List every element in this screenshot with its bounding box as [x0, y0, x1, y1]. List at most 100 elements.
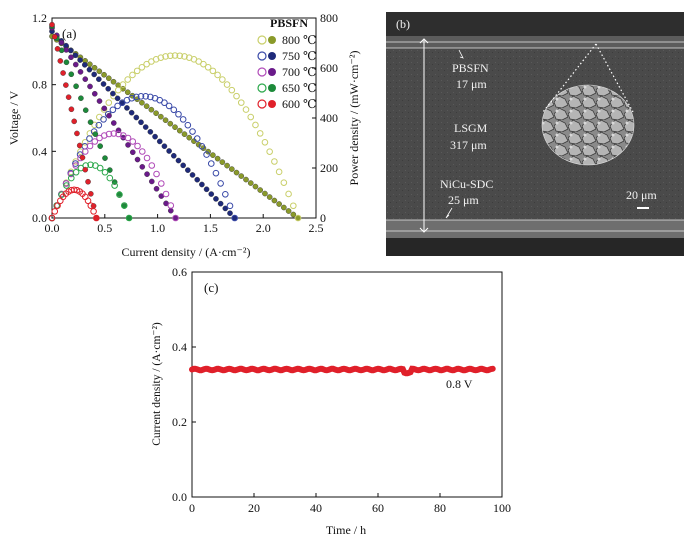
power-point	[128, 94, 135, 102]
sem-nicu-sdc-layer	[386, 220, 684, 238]
iv-point	[73, 83, 79, 90]
panel-c-y-axis-label: Current density / (A·cm⁻²)	[151, 322, 163, 446]
iv-point	[148, 178, 155, 185]
iv-point	[276, 201, 282, 207]
iv-point	[133, 114, 140, 121]
iv-point	[51, 33, 58, 40]
iv-point	[60, 70, 66, 76]
legend-entry: 750 ℃	[282, 49, 316, 63]
iv-point	[208, 191, 215, 197]
power-point	[90, 208, 97, 215]
legend-filled-marker	[268, 36, 276, 44]
iv-point	[92, 131, 99, 137]
iv-point	[87, 83, 93, 90]
iv-point	[167, 120, 174, 127]
iv-point	[243, 176, 249, 183]
y2-tick-label: 400	[320, 111, 338, 125]
power-point	[138, 63, 146, 71]
iv-point	[189, 172, 196, 178]
power-point	[193, 135, 201, 142]
iv-point	[87, 61, 93, 68]
iv-point	[68, 71, 75, 78]
power-point	[137, 93, 145, 100]
iv-point	[285, 208, 292, 214]
panel-a-y2-axis-label: Power density / (mW·cm⁻²)	[347, 51, 361, 186]
iv-point	[124, 105, 130, 111]
power-point	[165, 102, 173, 110]
stability-series-line	[189, 365, 496, 377]
iv-point	[82, 166, 89, 173]
iv-point	[63, 47, 70, 53]
iv-point	[142, 124, 149, 130]
iv-point	[144, 171, 150, 177]
sem-nicu-sdc-thickness: 25 μm	[448, 193, 479, 207]
iv-point	[49, 21, 55, 28]
sem-lsgm-thickness: 317 μm	[450, 138, 487, 152]
power-point	[214, 71, 221, 79]
power-point	[290, 202, 297, 210]
power-point	[189, 128, 196, 135]
power-point	[91, 121, 98, 129]
power-point	[110, 130, 118, 137]
x-tick-label: 0.5	[97, 221, 112, 235]
power-point	[101, 168, 109, 176]
iv-point	[152, 133, 158, 140]
power-point	[204, 63, 212, 71]
power-point	[125, 214, 133, 222]
power-point	[179, 116, 187, 123]
sem-scale-bar-label: 20 μm	[626, 188, 657, 202]
iv-point	[172, 124, 178, 130]
iv-point	[79, 154, 86, 161]
panel-b-sem-image: (b) PBSFN 17 μm LSGM 317 μm NiCu-SDC 25 …	[386, 12, 684, 256]
power-point	[111, 182, 118, 189]
power-point	[223, 81, 231, 88]
power-point	[116, 191, 123, 199]
sem-background-top	[386, 12, 684, 36]
panel-a-label: (a)	[62, 26, 76, 41]
panel-c-x-axis-label: Time / h	[326, 523, 366, 537]
iv-point	[153, 110, 159, 116]
iv-point	[96, 68, 103, 75]
y-tick-label: 0.4	[172, 340, 187, 354]
iv-point	[63, 59, 70, 66]
iv-point	[82, 76, 89, 82]
power-point	[237, 99, 245, 106]
x-tick-label: 80	[434, 501, 446, 515]
power-point	[285, 190, 292, 198]
panel-a-iv-chart: (a) PBSFN Current density / (A·cm⁻²) Vol…	[0, 0, 372, 262]
power-point	[57, 197, 64, 205]
iv-point	[81, 62, 88, 68]
x-tick-label: 60	[372, 501, 384, 515]
power-point	[170, 106, 178, 114]
power-point	[81, 138, 89, 146]
iv-point	[54, 46, 61, 52]
power-point	[120, 202, 128, 209]
iv-point	[91, 90, 98, 97]
iv-point	[139, 164, 146, 170]
iv-point	[233, 169, 240, 176]
iv-point	[110, 78, 117, 85]
power-point	[242, 106, 250, 113]
legend-open-marker	[257, 67, 267, 77]
iv-point	[290, 211, 297, 218]
power-point	[176, 52, 184, 60]
iv-point	[125, 142, 131, 148]
panel-c-annotation: 0.8 V	[446, 377, 473, 391]
iv-point	[213, 196, 219, 202]
power-point	[226, 202, 234, 210]
power-point	[212, 169, 220, 177]
iv-point	[199, 181, 205, 188]
power-point	[48, 214, 56, 222]
power-point	[87, 202, 95, 209]
power-point	[81, 148, 89, 155]
power-point	[87, 161, 94, 169]
power-point	[203, 151, 210, 158]
iv-point	[134, 156, 141, 163]
iv-point	[175, 157, 182, 164]
legend-filled-marker	[268, 100, 276, 108]
y-tick-label: 0.4	[32, 144, 47, 158]
iv-point	[203, 186, 210, 193]
sem-inset-magnified	[541, 84, 635, 166]
sem-pbsfn-thickness: 17 μm	[456, 77, 487, 91]
iv-point	[129, 149, 136, 156]
